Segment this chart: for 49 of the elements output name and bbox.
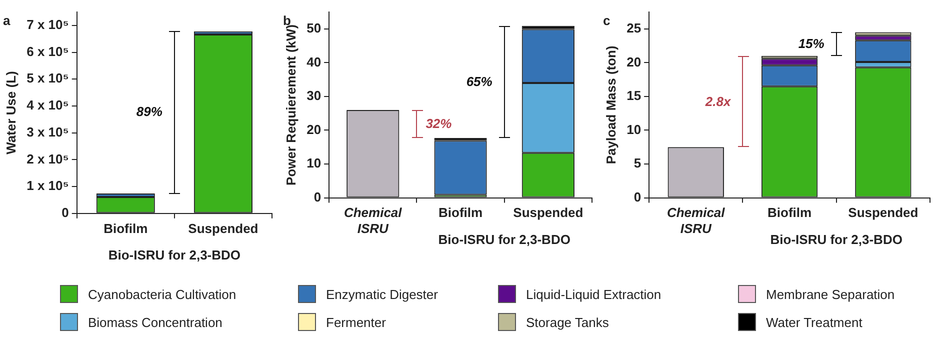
y-tick-label: 50 (306, 20, 322, 36)
y-axis-title: Water Use (L) (3, 71, 18, 154)
y-axis-title: Payload Mass (ton) (603, 46, 618, 164)
legend-label: Membrane Separation (766, 286, 895, 302)
legend-label: Enzymatic Digester (326, 286, 438, 302)
x-tick-label: Chemical ISRU (666, 205, 726, 236)
annotation: 2.8x (705, 94, 731, 109)
chart-title: a (3, 13, 11, 28)
y-tick-label: 3 x 10⁵ (26, 124, 69, 140)
y-tick-label: 4 x 10⁵ (26, 98, 69, 113)
y-tick-label: 6 x 10⁵ (26, 44, 69, 59)
y-tick-label: 10 (626, 122, 642, 137)
y-tick-label: 15 (626, 88, 642, 104)
y-axis-title: Power Requierement (kW) (283, 24, 298, 186)
chart-title: c (603, 13, 610, 28)
y-tick-label: 20 (306, 122, 322, 137)
legend-label: Water Treatment (766, 314, 862, 330)
x-tick-label: Biofilm (104, 220, 148, 236)
legend-label: Liquid-Liquid Extraction (526, 286, 662, 302)
x-tick-label: Chemical ISRU (344, 205, 402, 236)
y-tick-label: 0 (634, 189, 642, 204)
annotation: 32% (426, 116, 452, 131)
y-tick-label: 5 (634, 156, 642, 171)
y-tick-label: 5 x 10⁵ (26, 70, 69, 86)
x-axis-title: Bio-ISRU for 2,3-BDO (770, 232, 902, 247)
legend-label: Fermenter (326, 314, 386, 330)
annotation: 89% (136, 104, 162, 120)
y-tick-label: 7 x 10⁵ (26, 17, 69, 32)
annotation: 65% (466, 74, 492, 89)
legend-label: Cyanobacteria Cultivation (88, 286, 236, 302)
legend-label: Biomass Concentration (88, 314, 222, 330)
x-tick-label: Suspended (188, 220, 258, 236)
y-tick-label: 30 (306, 88, 322, 104)
y-tick-label: 1 x 10⁵ (26, 178, 69, 194)
y-tick-label: 10 (306, 156, 322, 171)
y-tick-label: 0 (62, 204, 69, 220)
x-tick-label: Suspended (513, 205, 584, 220)
y-tick-label: 40 (306, 54, 322, 70)
y-tick-label: 20 (626, 54, 642, 70)
x-axis-title: Bio-ISRU for 2,3-BDO (438, 232, 570, 247)
x-tick-label: Biofilm (768, 205, 812, 220)
x-axis-title: Bio-ISRU for 2,3-BDO (108, 247, 241, 262)
y-tick-label: 0 (314, 189, 322, 204)
x-tick-label: Suspended (848, 205, 918, 220)
annotation: 15% (798, 36, 824, 52)
legend-label: Storage Tanks (526, 314, 609, 330)
y-tick-label: 25 (626, 20, 642, 36)
x-tick-label: Biofilm (438, 205, 483, 220)
y-tick-label: 2 x 10⁵ (26, 151, 69, 166)
